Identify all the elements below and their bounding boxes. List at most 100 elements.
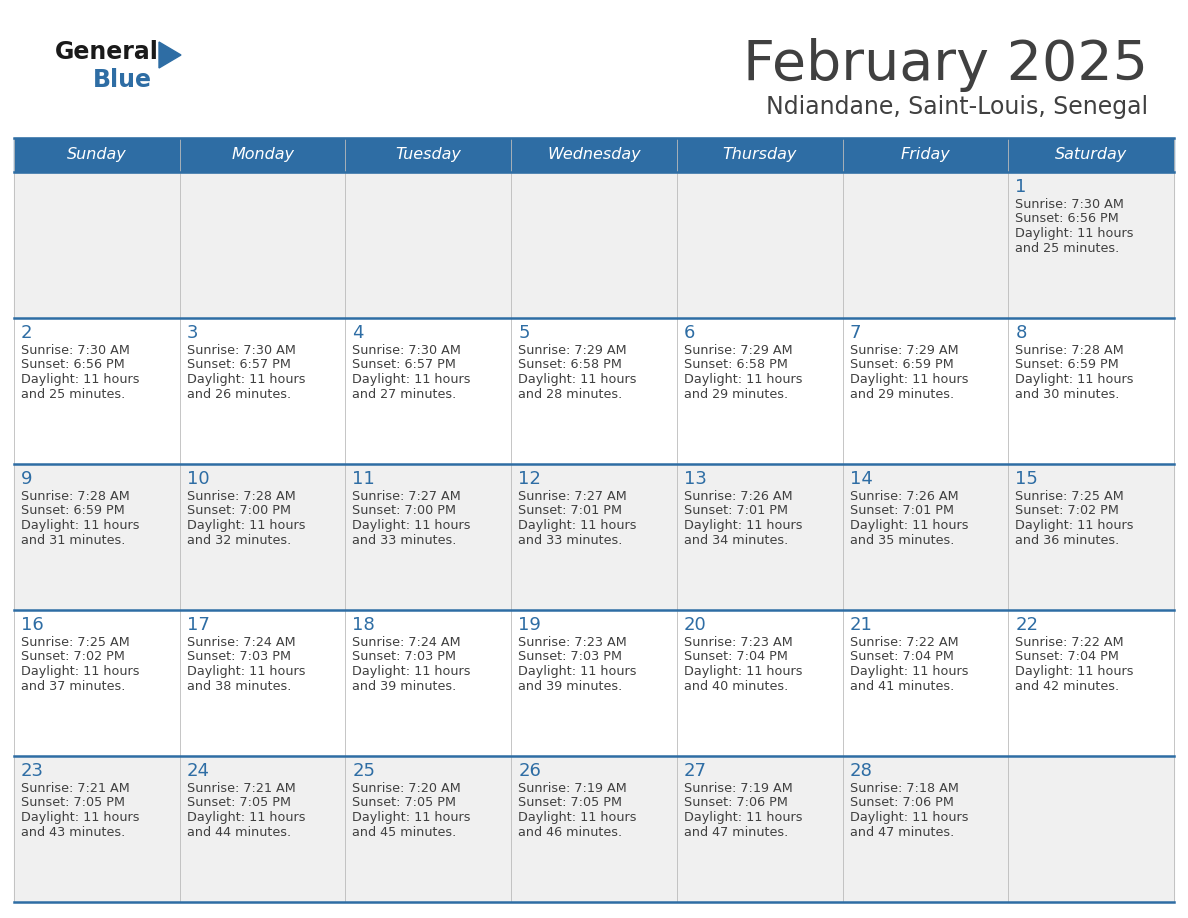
Bar: [511, 756, 677, 902]
Text: 19: 19: [518, 616, 541, 634]
Text: Daylight: 11 hours: Daylight: 11 hours: [187, 665, 305, 678]
Bar: [346, 172, 511, 318]
Text: Daylight: 11 hours: Daylight: 11 hours: [518, 811, 637, 824]
Text: 6: 6: [684, 324, 695, 342]
Bar: [179, 172, 346, 318]
Text: 12: 12: [518, 470, 541, 488]
Text: and 32 minutes.: and 32 minutes.: [187, 533, 291, 546]
Text: Ndiandane, Saint-Louis, Senegal: Ndiandane, Saint-Louis, Senegal: [766, 95, 1148, 119]
Text: Sunrise: 7:20 AM: Sunrise: 7:20 AM: [353, 782, 461, 795]
Text: Friday: Friday: [901, 148, 950, 162]
Text: and 36 minutes.: and 36 minutes.: [1016, 533, 1119, 546]
Text: and 27 minutes.: and 27 minutes.: [353, 387, 456, 400]
Text: 20: 20: [684, 616, 707, 634]
Text: Daylight: 11 hours: Daylight: 11 hours: [849, 811, 968, 824]
Bar: [14, 318, 179, 464]
Text: and 42 minutes.: and 42 minutes.: [1016, 679, 1119, 692]
Text: 27: 27: [684, 762, 707, 780]
Text: and 34 minutes.: and 34 minutes.: [684, 533, 788, 546]
Text: 11: 11: [353, 470, 375, 488]
Text: Sunrise: 7:23 AM: Sunrise: 7:23 AM: [518, 636, 627, 649]
Text: Sunrise: 7:28 AM: Sunrise: 7:28 AM: [187, 490, 296, 503]
Text: and 28 minutes.: and 28 minutes.: [518, 387, 623, 400]
Text: Sunset: 7:02 PM: Sunset: 7:02 PM: [1016, 505, 1119, 518]
Text: Sunrise: 7:26 AM: Sunrise: 7:26 AM: [684, 490, 792, 503]
Text: 18: 18: [353, 616, 375, 634]
Text: Daylight: 11 hours: Daylight: 11 hours: [518, 519, 637, 532]
Text: Daylight: 11 hours: Daylight: 11 hours: [849, 373, 968, 386]
Text: 13: 13: [684, 470, 707, 488]
Text: Sunset: 6:57 PM: Sunset: 6:57 PM: [353, 359, 456, 372]
Text: and 25 minutes.: and 25 minutes.: [1016, 241, 1119, 254]
Bar: [511, 610, 677, 756]
Text: Daylight: 11 hours: Daylight: 11 hours: [1016, 665, 1133, 678]
Text: Sunset: 7:04 PM: Sunset: 7:04 PM: [849, 651, 954, 664]
Text: and 38 minutes.: and 38 minutes.: [187, 679, 291, 692]
Text: 22: 22: [1016, 616, 1038, 634]
Text: 7: 7: [849, 324, 861, 342]
Bar: [677, 464, 842, 610]
Text: and 30 minutes.: and 30 minutes.: [1016, 387, 1119, 400]
Text: Blue: Blue: [93, 68, 152, 92]
Text: Sunrise: 7:28 AM: Sunrise: 7:28 AM: [1016, 344, 1124, 357]
Text: 28: 28: [849, 762, 872, 780]
Bar: [14, 464, 179, 610]
Text: 2: 2: [21, 324, 32, 342]
Text: Sunrise: 7:19 AM: Sunrise: 7:19 AM: [684, 782, 792, 795]
Text: Sunset: 7:01 PM: Sunset: 7:01 PM: [684, 505, 788, 518]
Text: Sunset: 7:00 PM: Sunset: 7:00 PM: [353, 505, 456, 518]
Bar: [842, 318, 1009, 464]
Text: and 29 minutes.: and 29 minutes.: [849, 387, 954, 400]
Bar: [1009, 172, 1174, 318]
Bar: [346, 610, 511, 756]
Text: Daylight: 11 hours: Daylight: 11 hours: [353, 811, 470, 824]
Text: and 25 minutes.: and 25 minutes.: [21, 387, 125, 400]
Text: 15: 15: [1016, 470, 1038, 488]
Text: Daylight: 11 hours: Daylight: 11 hours: [684, 519, 802, 532]
Text: 10: 10: [187, 470, 209, 488]
Text: Sunset: 6:58 PM: Sunset: 6:58 PM: [518, 359, 623, 372]
Text: and 41 minutes.: and 41 minutes.: [849, 679, 954, 692]
Text: and 47 minutes.: and 47 minutes.: [684, 825, 788, 838]
Text: Sunset: 7:03 PM: Sunset: 7:03 PM: [187, 651, 291, 664]
Text: Sunrise: 7:30 AM: Sunrise: 7:30 AM: [187, 344, 296, 357]
Bar: [14, 756, 179, 902]
Text: and 39 minutes.: and 39 minutes.: [353, 679, 456, 692]
Text: Daylight: 11 hours: Daylight: 11 hours: [21, 665, 139, 678]
Text: Sunrise: 7:24 AM: Sunrise: 7:24 AM: [187, 636, 296, 649]
Text: Sunrise: 7:29 AM: Sunrise: 7:29 AM: [684, 344, 792, 357]
Text: 16: 16: [21, 616, 44, 634]
Text: Daylight: 11 hours: Daylight: 11 hours: [21, 811, 139, 824]
Bar: [842, 756, 1009, 902]
Text: Daylight: 11 hours: Daylight: 11 hours: [684, 811, 802, 824]
Text: Sunset: 6:56 PM: Sunset: 6:56 PM: [21, 359, 125, 372]
Bar: [14, 610, 179, 756]
Text: Sunrise: 7:30 AM: Sunrise: 7:30 AM: [1016, 198, 1124, 211]
Text: Sunset: 6:57 PM: Sunset: 6:57 PM: [187, 359, 291, 372]
Text: Sunset: 6:59 PM: Sunset: 6:59 PM: [1016, 359, 1119, 372]
Text: Sunrise: 7:25 AM: Sunrise: 7:25 AM: [21, 636, 129, 649]
Text: and 35 minutes.: and 35 minutes.: [849, 533, 954, 546]
Text: Sunset: 7:03 PM: Sunset: 7:03 PM: [353, 651, 456, 664]
Text: 3: 3: [187, 324, 198, 342]
Text: Sunset: 7:05 PM: Sunset: 7:05 PM: [187, 797, 291, 810]
Text: Sunset: 6:59 PM: Sunset: 6:59 PM: [21, 505, 125, 518]
Text: Sunrise: 7:29 AM: Sunrise: 7:29 AM: [518, 344, 627, 357]
Text: Sunset: 7:05 PM: Sunset: 7:05 PM: [518, 797, 623, 810]
Text: Sunset: 6:56 PM: Sunset: 6:56 PM: [1016, 212, 1119, 226]
Bar: [511, 172, 677, 318]
Text: Sunset: 7:06 PM: Sunset: 7:06 PM: [684, 797, 788, 810]
Text: Daylight: 11 hours: Daylight: 11 hours: [1016, 227, 1133, 240]
Bar: [179, 464, 346, 610]
Text: Sunrise: 7:19 AM: Sunrise: 7:19 AM: [518, 782, 627, 795]
Text: and 26 minutes.: and 26 minutes.: [187, 387, 291, 400]
Bar: [179, 610, 346, 756]
Text: Sunrise: 7:29 AM: Sunrise: 7:29 AM: [849, 344, 959, 357]
Text: Daylight: 11 hours: Daylight: 11 hours: [1016, 373, 1133, 386]
Text: Sunrise: 7:25 AM: Sunrise: 7:25 AM: [1016, 490, 1124, 503]
Text: and 33 minutes.: and 33 minutes.: [353, 533, 457, 546]
Text: Sunset: 7:05 PM: Sunset: 7:05 PM: [353, 797, 456, 810]
Text: Sunrise: 7:18 AM: Sunrise: 7:18 AM: [849, 782, 959, 795]
Bar: [842, 464, 1009, 610]
Bar: [1009, 464, 1174, 610]
